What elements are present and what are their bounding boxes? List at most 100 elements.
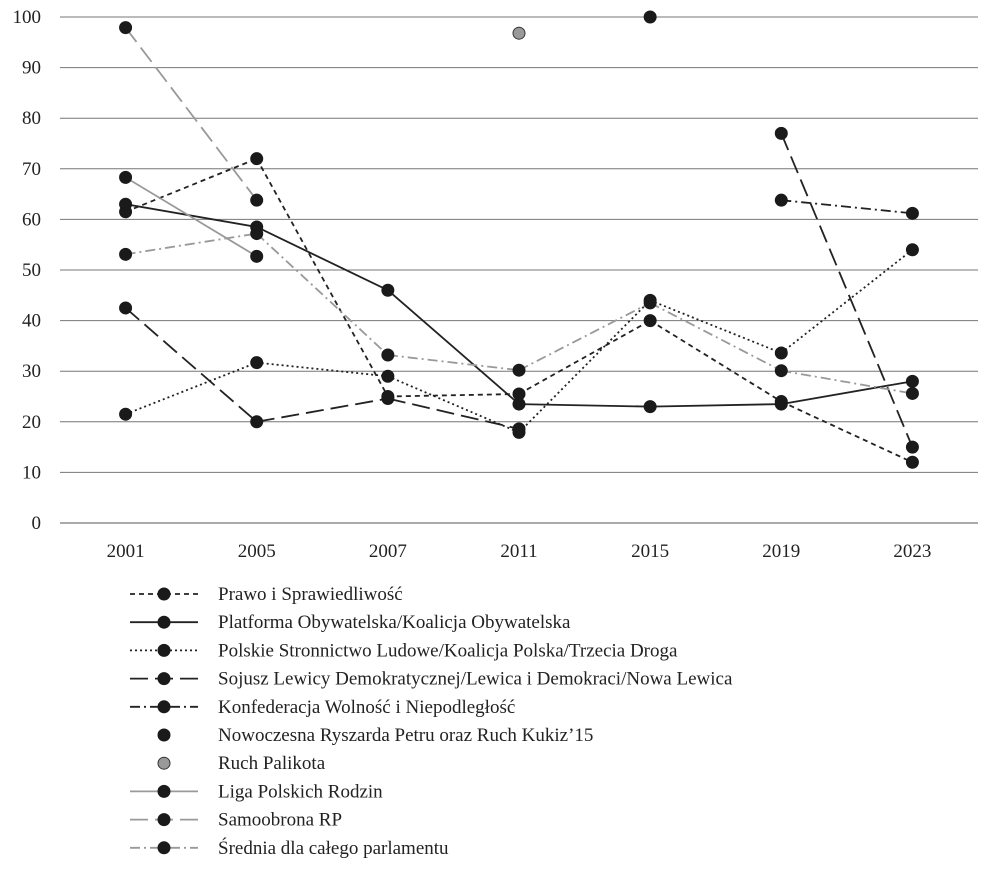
series-line-segment [649, 299, 782, 354]
legend-item: Sojusz Lewicy Demokratycznej/Lewica i De… [130, 669, 733, 690]
series-6 [512, 26, 526, 40]
legend-marker [157, 615, 171, 629]
legend-item: Liga Polskich Rodzin [130, 781, 383, 802]
series-line-segment [650, 403, 782, 408]
y-tick-label: 60 [22, 209, 41, 230]
data-point [905, 374, 919, 388]
series-3 [119, 126, 919, 454]
series-line-segment [780, 133, 914, 448]
data-point [774, 364, 788, 378]
series-line-segment [125, 232, 257, 256]
data-point [250, 152, 264, 166]
data-point [512, 422, 526, 436]
data-point [119, 301, 133, 315]
series-line-segment [125, 361, 258, 416]
y-tick-label: 20 [22, 412, 41, 433]
series-5 [643, 10, 657, 24]
legend-label: Polskie Stronnictwo Ludowe/Koalicja Pols… [218, 640, 678, 661]
data-point [512, 363, 526, 377]
legend-item: Ruch Palikota [157, 753, 326, 774]
series-line-segment [256, 397, 389, 423]
series-line-segment [518, 319, 651, 395]
series-line-segment [125, 203, 257, 228]
series-line-segment [124, 27, 258, 201]
legend-marker [157, 784, 171, 798]
y-tick-label: 40 [22, 311, 41, 332]
legend-label: Średnia dla całego parlamentu [218, 837, 449, 859]
series-line-segment [255, 158, 389, 397]
data-point [774, 193, 788, 207]
legend-label: Samoobrona RP [218, 810, 342, 831]
data-point [381, 392, 395, 406]
legend-marker [157, 728, 171, 742]
legend-label: Sojusz Lewicy Demokratycznej/Lewica i De… [218, 669, 733, 690]
y-tick-label: 30 [22, 361, 41, 382]
legend-label: Konfederacja Wolność i Niepodległość [218, 697, 515, 718]
y-tick-label: 50 [22, 260, 41, 281]
y-tick-label: 0 [32, 513, 42, 534]
legend-marker [157, 813, 171, 827]
data-point [119, 170, 133, 184]
y-tick-label: 10 [22, 462, 41, 483]
series-line-segment [649, 302, 782, 372]
data-point [381, 283, 395, 297]
x-tick-label: 2001 [107, 541, 145, 562]
data-point [250, 227, 264, 241]
series-line-segment [387, 289, 520, 405]
series-line-segment [125, 176, 258, 258]
data-point [774, 346, 788, 360]
data-point [512, 397, 526, 411]
legend-item: Konfederacja Wolność i Niepodległość [130, 697, 515, 718]
series-line-segment [387, 375, 520, 434]
series-line-segment [518, 299, 651, 434]
legend-marker [157, 643, 171, 657]
data-point [905, 386, 919, 400]
data-point [643, 400, 657, 414]
data-point [119, 407, 133, 421]
data-point [512, 26, 526, 40]
series-line-segment [256, 232, 389, 356]
series-line-segment [518, 403, 651, 408]
legend-marker [157, 587, 171, 601]
data-point [381, 369, 395, 383]
legend-item: Prawo i Sprawiedliwość [130, 584, 403, 605]
legend-item: Samoobrona RP [130, 810, 342, 831]
series-4 [774, 193, 919, 220]
x-tick-label: 2011 [500, 541, 537, 562]
y-tick-label: 100 [13, 7, 42, 28]
series-line-segment [387, 397, 520, 430]
series-line-segment [781, 380, 913, 405]
x-tick-label: 2015 [631, 541, 669, 562]
data-point [250, 356, 264, 370]
legend-label: Liga Polskich Rodzin [218, 781, 383, 802]
data-point [643, 296, 657, 310]
legend-marker [157, 756, 171, 770]
series-line-segment [780, 400, 913, 464]
series-line-segment [780, 249, 913, 354]
data-point [119, 197, 133, 211]
series-line-segment [649, 319, 782, 403]
data-point [250, 193, 264, 207]
data-point [250, 249, 264, 263]
gridlines [60, 16, 978, 524]
legend-label: Nowoczesna Ryszarda Petru oraz Ruch Kuki… [218, 725, 593, 746]
data-point [774, 397, 788, 411]
data-point [905, 243, 919, 257]
data-point [119, 247, 133, 261]
legend-marker [157, 700, 171, 714]
x-tick-label: 2019 [762, 541, 800, 562]
series-line-segment [387, 354, 520, 372]
legend-marker [157, 672, 171, 686]
legend: Prawo i Sprawiedliwość Platforma Obywatel… [130, 584, 733, 859]
data-point [119, 21, 133, 35]
data-point [774, 126, 788, 140]
series-line-segment [124, 307, 258, 423]
series-1 [119, 197, 919, 414]
legend-item: Polskie Stronnictwo Ludowe/Koalicja Pols… [130, 640, 678, 661]
series-line-segment [125, 157, 258, 213]
series-8 [119, 21, 264, 207]
series-line-segment [781, 369, 913, 395]
series-line-segment [256, 226, 389, 292]
legend-label: Prawo i Sprawiedliwość [218, 584, 403, 605]
series-line-segment [256, 361, 388, 378]
